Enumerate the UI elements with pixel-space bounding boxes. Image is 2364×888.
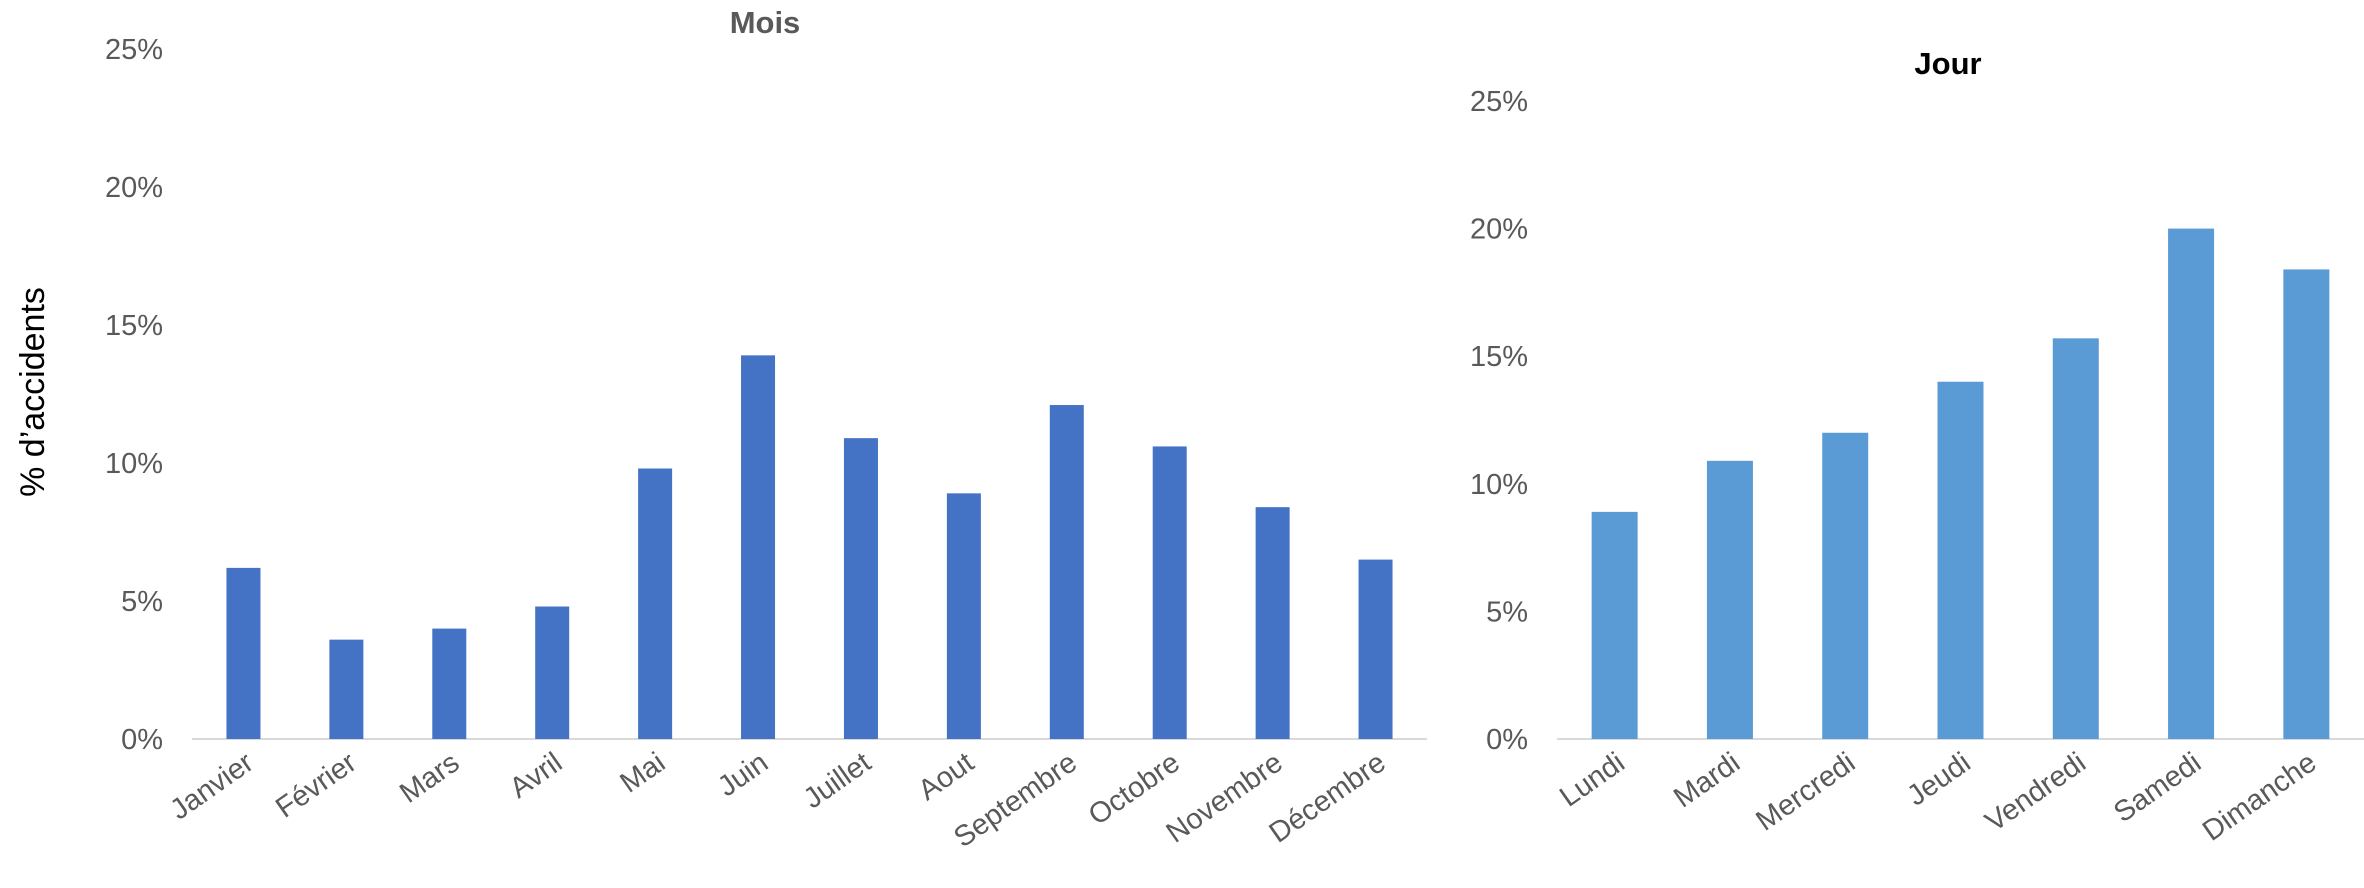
month-bar xyxy=(741,355,776,739)
month-chart: Mois 0% 5% 10% 15% 20% 25% Janvier Février Mars… xyxy=(105,5,1427,854)
month-y-ticks: 0% 5% 10% 15% 20% 25% xyxy=(105,34,163,756)
month-category-label: Mai xyxy=(615,747,672,800)
day-bar xyxy=(1937,381,1984,739)
month-bar xyxy=(535,606,570,739)
month-y-tick-label: 0% xyxy=(121,724,163,756)
month-bar xyxy=(1358,559,1393,739)
day-bar xyxy=(1706,460,1753,739)
day-category-label: Samedi xyxy=(2108,747,2207,830)
day-y-tick-label: 5% xyxy=(1486,596,1528,628)
month-category-label: Mars xyxy=(394,747,465,810)
month-category-label: Avril xyxy=(504,747,568,805)
day-category-label: Mercredi xyxy=(1750,747,1861,838)
day-bar xyxy=(2283,269,2330,739)
month-category-label: Novembre xyxy=(1161,747,1289,850)
month-bar xyxy=(638,468,673,739)
month-y-tick-label: 5% xyxy=(121,586,163,618)
month-bar xyxy=(1152,446,1187,739)
day-chart-title: Jour xyxy=(1914,46,1981,81)
day-bar xyxy=(1822,432,1869,739)
month-category-labels: Janvier Février Mars Avril Mai Juin Juillet Aou… xyxy=(165,746,1392,854)
month-category-label: Juillet xyxy=(798,747,877,816)
day-category-label: Vendredi xyxy=(1980,747,2092,839)
month-category-label: Février xyxy=(270,746,363,824)
day-category-label: Jeudi xyxy=(1901,747,1976,813)
month-bar xyxy=(1255,507,1290,739)
day-y-tick-label: 10% xyxy=(1470,469,1528,501)
day-y-tick-label: 25% xyxy=(1470,86,1528,118)
month-bar xyxy=(432,628,467,739)
month-y-tick-label: 15% xyxy=(105,310,163,342)
month-y-tick-label: 10% xyxy=(105,448,163,480)
month-y-tick-label: 25% xyxy=(105,34,163,66)
day-bar xyxy=(2052,338,2099,739)
month-bars xyxy=(226,355,1393,739)
day-chart: Jour 0% 5% 10% 15% 20% 25% Lundi Mardi Mercredi… xyxy=(1470,46,2364,848)
day-y-ticks: 0% 5% 10% 15% 20% 25% xyxy=(1470,86,1528,756)
day-bar xyxy=(2168,228,2215,739)
day-category-labels: Lundi Mardi Mercredi Jeudi Vendredi SamediDim… xyxy=(1554,747,2322,848)
day-y-tick-label: 0% xyxy=(1486,724,1528,756)
day-category-label: Mardi xyxy=(1668,747,1746,815)
day-y-tick-label: 15% xyxy=(1470,341,1528,373)
month-y-tick-label: 20% xyxy=(105,172,163,204)
y-axis-label: % d’accidents xyxy=(14,287,52,497)
month-category-label: Juin xyxy=(712,747,774,804)
month-bar xyxy=(226,567,261,739)
month-chart-title: Mois xyxy=(730,5,801,40)
month-bar xyxy=(843,438,878,739)
month-category-label: Décembre xyxy=(1264,747,1392,850)
month-category-label: Janvier xyxy=(165,746,260,826)
day-bars xyxy=(1591,228,2330,739)
month-category-label: Aout xyxy=(913,747,980,807)
month-bar xyxy=(1049,405,1084,739)
month-bar xyxy=(329,639,364,739)
day-category-label: Lundi xyxy=(1554,747,1630,814)
month-bar xyxy=(946,493,981,739)
day-y-tick-label: 20% xyxy=(1470,214,1528,246)
day-bar xyxy=(1591,511,1638,739)
day-category-label: Dimanche xyxy=(2197,747,2322,848)
